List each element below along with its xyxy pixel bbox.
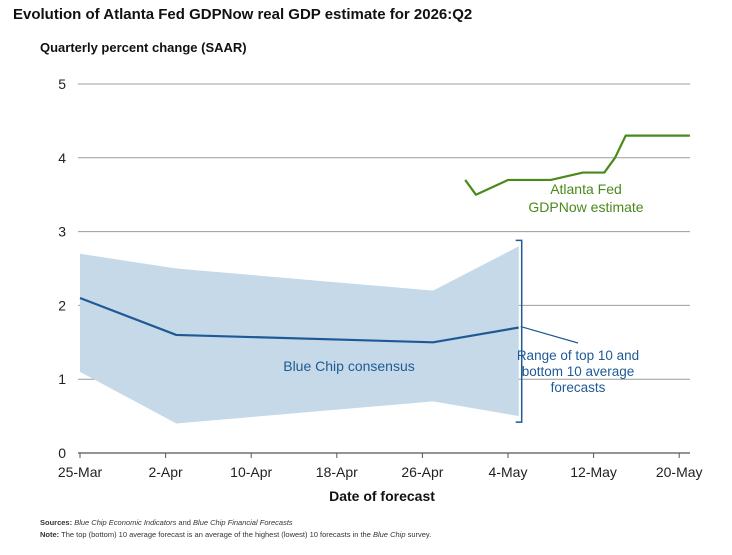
y-tick-label: 1 [58,371,66,387]
x-tick-label: 25-Mar [58,464,103,480]
gdpnow-line [464,134,690,196]
note-label: Note: [40,530,60,539]
x-tick-label: 26-Apr [401,464,443,480]
sources-title-1: Blue Chip Economic Indicators [74,518,177,527]
chart-notes: Sources: Blue Chip Economic Indicators a… [40,517,431,541]
sources-and: and [176,518,194,527]
x-tick-label: 20-May [656,464,703,480]
range-leader-line [520,325,579,344]
x-tick-label: 18-Apr [316,464,358,480]
note-line: Note: The top (bottom) 10 average foreca… [40,529,431,541]
chart-title: Evolution of Atlanta Fed GDPNow real GDP… [13,6,473,23]
forecast-range-band [80,246,519,424]
y-tick-label: 4 [58,150,66,166]
x-axis-label: Date of forecast [329,488,435,504]
y-tick-label: 0 [58,445,66,461]
y-axis-label: Quarterly percent change (SAAR) [40,40,247,55]
sources-title-2: Blue Chip Financial Forecasts [193,518,293,527]
range-band-label: bottom 10 average [522,364,635,379]
note-text-2: Blue Chip [372,530,406,539]
y-tick-label: 3 [58,224,66,240]
x-tick-label: 10-Apr [230,464,272,480]
sources-line: Sources: Blue Chip Economic Indicators a… [40,517,431,529]
x-tick-label: 4-May [489,464,528,480]
range-band-label: forecasts [551,380,606,395]
y-tick-label: 2 [58,297,66,313]
note-text-1: The top (bottom) 10 average forecast is … [59,530,373,539]
range-band-label: Range of top 10 and [517,348,639,363]
note-text-3: survey. [405,530,432,539]
y-tick-label: 5 [58,76,66,92]
gdpnow-series-label: GDPNow estimate [528,199,643,215]
range-bracket [515,239,523,423]
blue-chip-consensus-line [79,296,519,344]
sources-label: Sources: [40,518,73,527]
gdpnow-series-label: Atlanta Fed [550,181,622,197]
x-tick-label: 2-Apr [148,464,183,480]
x-tick-label: 12-May [570,464,617,480]
blue-chip-series-label: Blue Chip consensus [283,358,415,374]
